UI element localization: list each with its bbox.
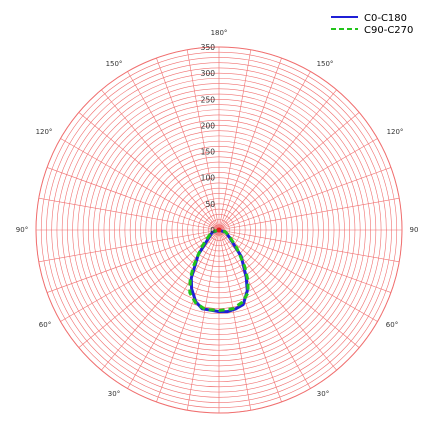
grid-spoke xyxy=(127,71,220,231)
angle-label: 180° xyxy=(211,29,228,37)
grid-spoke xyxy=(46,229,220,293)
radial-tick-label: 300 xyxy=(201,69,216,78)
grid-spoke xyxy=(218,229,400,263)
legend-label-1: C90-C270 xyxy=(364,25,413,36)
grid-spoke xyxy=(218,197,400,231)
grid-spoke xyxy=(127,229,220,389)
angle-label: 90° xyxy=(16,226,28,234)
angle-label: 120° xyxy=(36,128,53,136)
grid-spoke xyxy=(38,197,220,231)
grid-spoke xyxy=(218,229,378,322)
angle-label: 60° xyxy=(386,321,398,329)
radial-tick-label: 50 xyxy=(205,200,215,209)
grid-spoke xyxy=(156,57,220,231)
angle-label: 150° xyxy=(317,60,334,68)
grid-spoke xyxy=(218,138,378,231)
grid-spoke xyxy=(78,229,220,348)
grid-spoke xyxy=(218,229,392,293)
series-layer xyxy=(188,227,250,314)
radial-tick-label: 200 xyxy=(201,121,216,130)
grid-spoke xyxy=(156,229,220,403)
grid-spoke xyxy=(218,71,311,231)
grid-spoke xyxy=(218,57,282,231)
grid-spoke xyxy=(101,89,220,231)
radial-tick-label: 0 xyxy=(210,226,215,235)
angle-label: 90 xyxy=(410,226,419,234)
radial-tick-label: 250 xyxy=(201,95,216,104)
grid-spoke xyxy=(60,229,220,322)
grid-spoke xyxy=(218,89,337,231)
grid-spoke xyxy=(186,49,220,231)
center-marker xyxy=(216,227,222,233)
grid-spoke xyxy=(218,229,282,403)
radial-tick-label: 350 xyxy=(201,43,216,52)
grid-spoke xyxy=(38,229,220,263)
grid-spoke xyxy=(218,229,252,411)
grid-spoke xyxy=(46,167,220,231)
legend-label-0: C0-C180 xyxy=(364,13,407,24)
polar-grid xyxy=(35,46,403,414)
series-line-1 xyxy=(188,228,250,312)
grid-spoke xyxy=(218,167,392,231)
outer-ring xyxy=(35,46,403,414)
grid-spoke xyxy=(218,229,311,389)
grid-spoke xyxy=(218,229,360,348)
angle-labels: 180° 150° 150° 120° 120° 90 90° 60° 60° 30° 30° xyxy=(16,29,419,398)
angle-label: 30° xyxy=(317,390,329,398)
radial-tick-label: 100 xyxy=(201,174,216,183)
grid-spoke xyxy=(78,112,220,231)
grid-spoke xyxy=(218,112,360,231)
radial-tick-labels: 0 50 100 150 200 250 300 350 xyxy=(201,43,216,235)
angle-label: 150° xyxy=(106,60,123,68)
grid-spoke xyxy=(218,49,252,231)
angle-label: 60° xyxy=(39,321,51,329)
angle-label: 120° xyxy=(387,128,404,136)
grid-spoke xyxy=(186,229,220,411)
radial-tick-label: 150 xyxy=(201,148,216,157)
grid-spoke xyxy=(60,138,220,231)
angle-label: 30° xyxy=(108,390,120,398)
